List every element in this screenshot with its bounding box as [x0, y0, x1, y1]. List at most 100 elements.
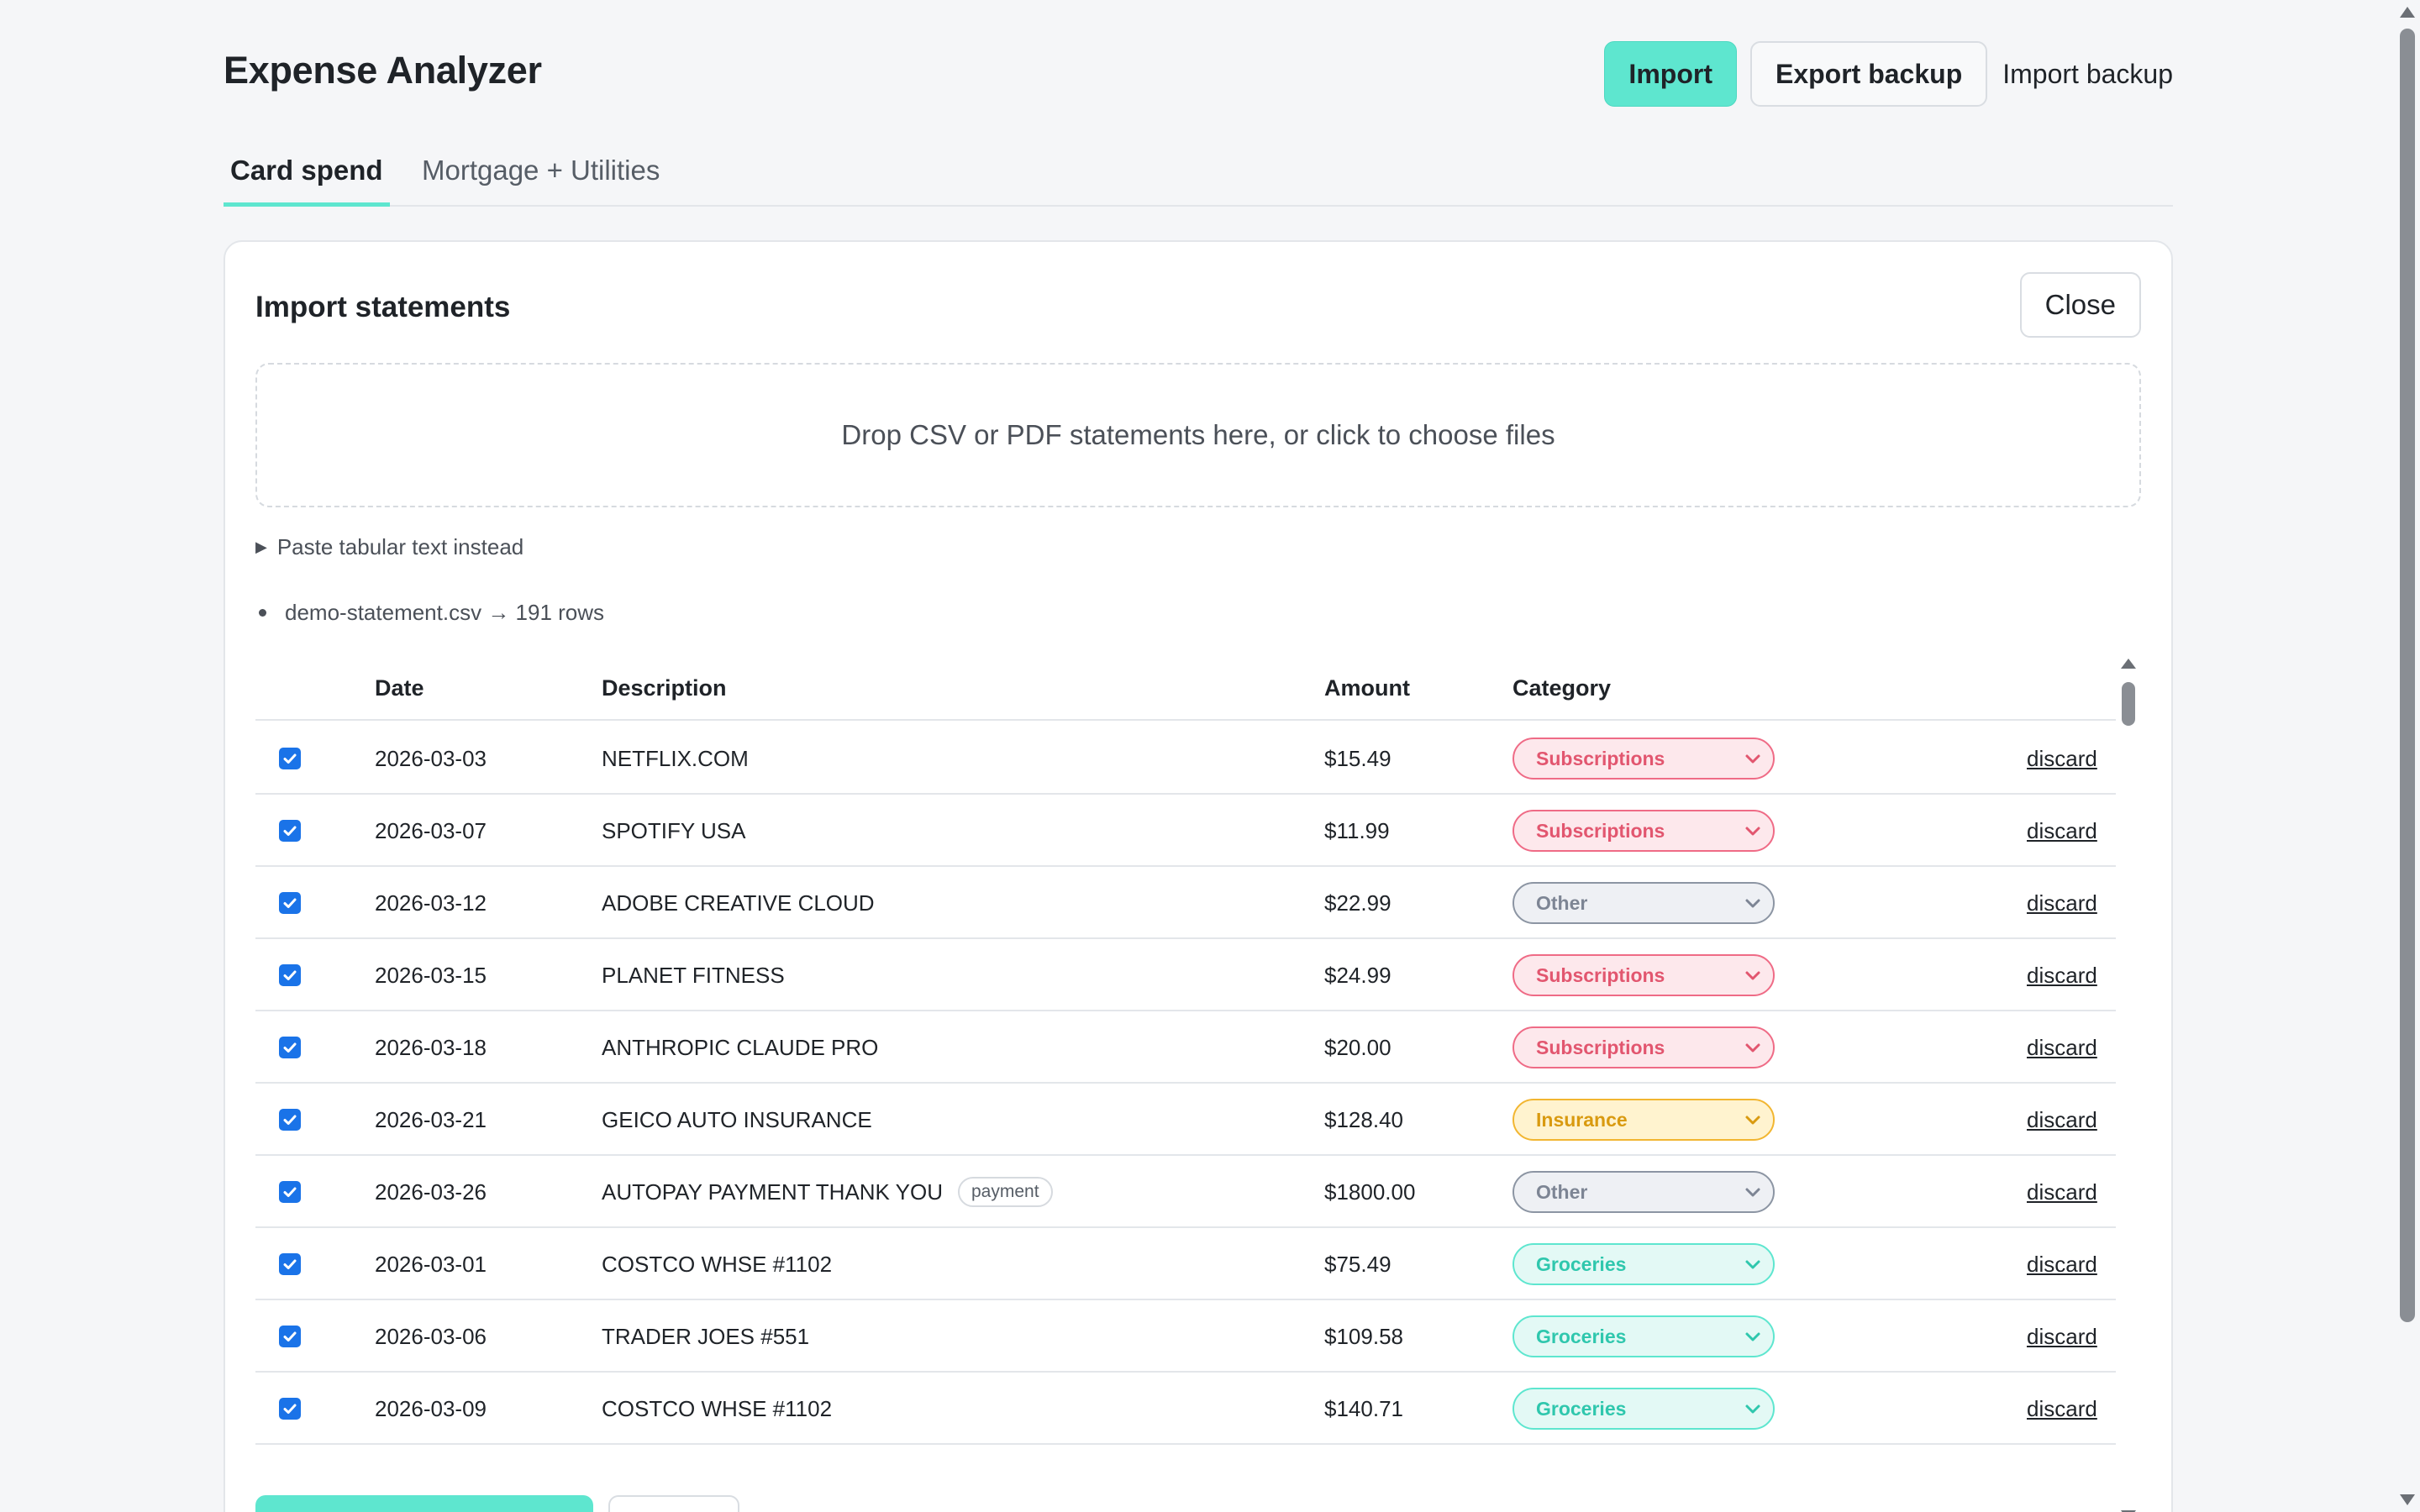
category-select[interactable]: Subscriptions: [1512, 738, 1775, 780]
paste-toggle-label: Paste tabular text instead: [276, 534, 524, 559]
chevron-down-icon: [1744, 820, 1761, 843]
discard-link[interactable]: discard: [2027, 1323, 2097, 1349]
row-date: 2026-03-12: [375, 890, 487, 916]
row-amount: $128.40: [1324, 1106, 1403, 1132]
chevron-down-icon: [1744, 748, 1761, 770]
row-checkbox[interactable]: [279, 1181, 301, 1203]
tab-mortgage-utilities[interactable]: Mortgage + Utilities: [422, 155, 660, 186]
secondary-action-button[interactable]: [608, 1495, 739, 1512]
close-button[interactable]: Close: [2019, 272, 2141, 338]
category-value: Insurance: [1536, 1108, 1628, 1131]
row-checkbox[interactable]: [279, 1037, 301, 1058]
paste-text-toggle[interactable]: ▶ Paste tabular text instead: [255, 534, 523, 560]
checkmark-icon: [283, 1331, 297, 1341]
column-header-description: Description: [602, 675, 727, 701]
row-description: ANTHROPIC CLAUDE PRO: [602, 1034, 879, 1060]
category-value: Other: [1536, 1180, 1588, 1203]
dropzone-text: Drop CSV or PDF statements here, or clic…: [841, 419, 1555, 450]
table-scrollbar[interactable]: [2116, 657, 2141, 1512]
row-description: SPOTIFY USA: [602, 817, 746, 843]
tab-card-spend[interactable]: Card spend: [224, 150, 390, 207]
table-row: 2026-03-18 ANTHROPIC CLAUDE PRO $20.00 Subs…: [255, 1011, 2116, 1084]
page-scroll-up-icon[interactable]: [2400, 7, 2415, 18]
checkmark-icon: [283, 1404, 297, 1414]
discard-link[interactable]: discard: [2027, 1395, 2097, 1421]
checkbox-cell: [279, 939, 301, 1011]
category-cell: Groceries: [1512, 1228, 1775, 1300]
row-date: 2026-03-09: [375, 1395, 487, 1421]
row-amount: $24.99: [1324, 962, 1392, 988]
table-row: 2026-03-07 SPOTIFY USA $11.99 Subscriptions…: [255, 795, 2116, 867]
category-select[interactable]: Groceries: [1512, 1243, 1775, 1285]
checkbox-cell: [279, 1156, 301, 1228]
discard-link[interactable]: discard: [2027, 890, 2097, 916]
table-scrollbar-thumb[interactable]: [2122, 682, 2135, 726]
scroll-up-arrow-icon[interactable]: [2121, 659, 2136, 669]
category-value: Groceries: [1536, 1325, 1627, 1347]
row-description-cell: ANTHROPIC CLAUDE PRO: [602, 1011, 878, 1084]
page-scrollbar-thumb[interactable]: [2400, 29, 2415, 1322]
row-date: 2026-03-21: [375, 1106, 487, 1132]
category-cell: Subscriptions: [1512, 722, 1775, 795]
row-checkbox[interactable]: [279, 1253, 301, 1275]
discard-link[interactable]: discard: [2027, 745, 2097, 771]
table-row: 2026-03-06 TRADER JOES #551 $109.58 Groceri…: [255, 1300, 2116, 1373]
chevron-down-icon: [1744, 1326, 1761, 1348]
file-dropzone[interactable]: Drop CSV or PDF statements here, or clic…: [255, 363, 2141, 507]
category-value: Subscriptions: [1536, 963, 1665, 986]
page-scroll-down-icon[interactable]: [2400, 1494, 2415, 1505]
row-description: PLANET FITNESS: [602, 962, 785, 988]
discard-cell: discard: [2027, 939, 2097, 1011]
category-select[interactable]: Subscriptions: [1512, 1026, 1775, 1068]
row-checkbox[interactable]: [279, 748, 301, 769]
table-row: 2026-03-01 COSTCO WHSE #1102 $75.49 Groceri…: [255, 1228, 2116, 1300]
discard-link[interactable]: discard: [2027, 1106, 2097, 1132]
checkmark-icon: [283, 1259, 297, 1269]
row-description-cell: COSTCO WHSE #1102: [602, 1373, 832, 1445]
row-description-cell: AUTOPAY PAYMENT THANK YOU payment: [602, 1156, 1053, 1228]
discard-link[interactable]: discard: [2027, 1251, 2097, 1277]
row-date: 2026-03-06: [375, 1323, 487, 1349]
discard-link[interactable]: discard: [2027, 1034, 2097, 1060]
category-select[interactable]: Other: [1512, 882, 1775, 924]
row-checkbox[interactable]: [279, 1109, 301, 1131]
chevron-down-icon: [1744, 892, 1761, 915]
disclosure-triangle-icon: ▶: [255, 538, 267, 555]
category-select[interactable]: Insurance: [1512, 1099, 1775, 1141]
import-backup-link[interactable]: Import backup: [2002, 58, 2173, 89]
category-select[interactable]: Groceries: [1512, 1315, 1775, 1357]
row-checkbox[interactable]: [279, 892, 301, 914]
import-button[interactable]: Import: [1604, 41, 1737, 107]
discard-link[interactable]: discard: [2027, 817, 2097, 843]
payment-badge: payment: [958, 1177, 1053, 1207]
page-scrollbar[interactable]: [2395, 0, 2420, 1512]
panel-title: Import statements: [255, 291, 511, 323]
category-cell: Insurance: [1512, 1084, 1775, 1156]
row-description-cell: TRADER JOES #551: [602, 1300, 809, 1373]
scroll-down-arrow-icon[interactable]: [2121, 1510, 2136, 1512]
checkbox-cell: [279, 1373, 301, 1445]
row-checkbox[interactable]: [279, 1398, 301, 1420]
file-summary: demo-statement.csv → 191 rows: [255, 600, 604, 626]
checkbox-cell: [279, 1300, 301, 1373]
chevron-down-icon: [1744, 1109, 1761, 1131]
row-date: 2026-03-01: [375, 1251, 487, 1277]
discard-link[interactable]: discard: [2027, 962, 2097, 988]
bullet-icon: [259, 609, 266, 617]
row-checkbox[interactable]: [279, 820, 301, 842]
row-checkbox[interactable]: [279, 1326, 301, 1347]
category-select[interactable]: Other: [1512, 1171, 1775, 1213]
row-checkbox[interactable]: [279, 964, 301, 986]
category-select[interactable]: Subscriptions: [1512, 810, 1775, 852]
category-select[interactable]: Subscriptions: [1512, 954, 1775, 996]
checkmark-icon: [283, 970, 297, 980]
category-select[interactable]: Groceries: [1512, 1388, 1775, 1430]
export-backup-button[interactable]: Export backup: [1749, 41, 1988, 107]
category-value: Groceries: [1536, 1252, 1627, 1275]
row-amount: $109.58: [1324, 1323, 1403, 1349]
discard-link[interactable]: discard: [2027, 1179, 2097, 1205]
row-amount: $22.99: [1324, 890, 1392, 916]
discard-cell: discard: [2027, 722, 2097, 795]
confirm-import-button[interactable]: [255, 1495, 593, 1512]
checkbox-cell: [279, 1011, 301, 1084]
